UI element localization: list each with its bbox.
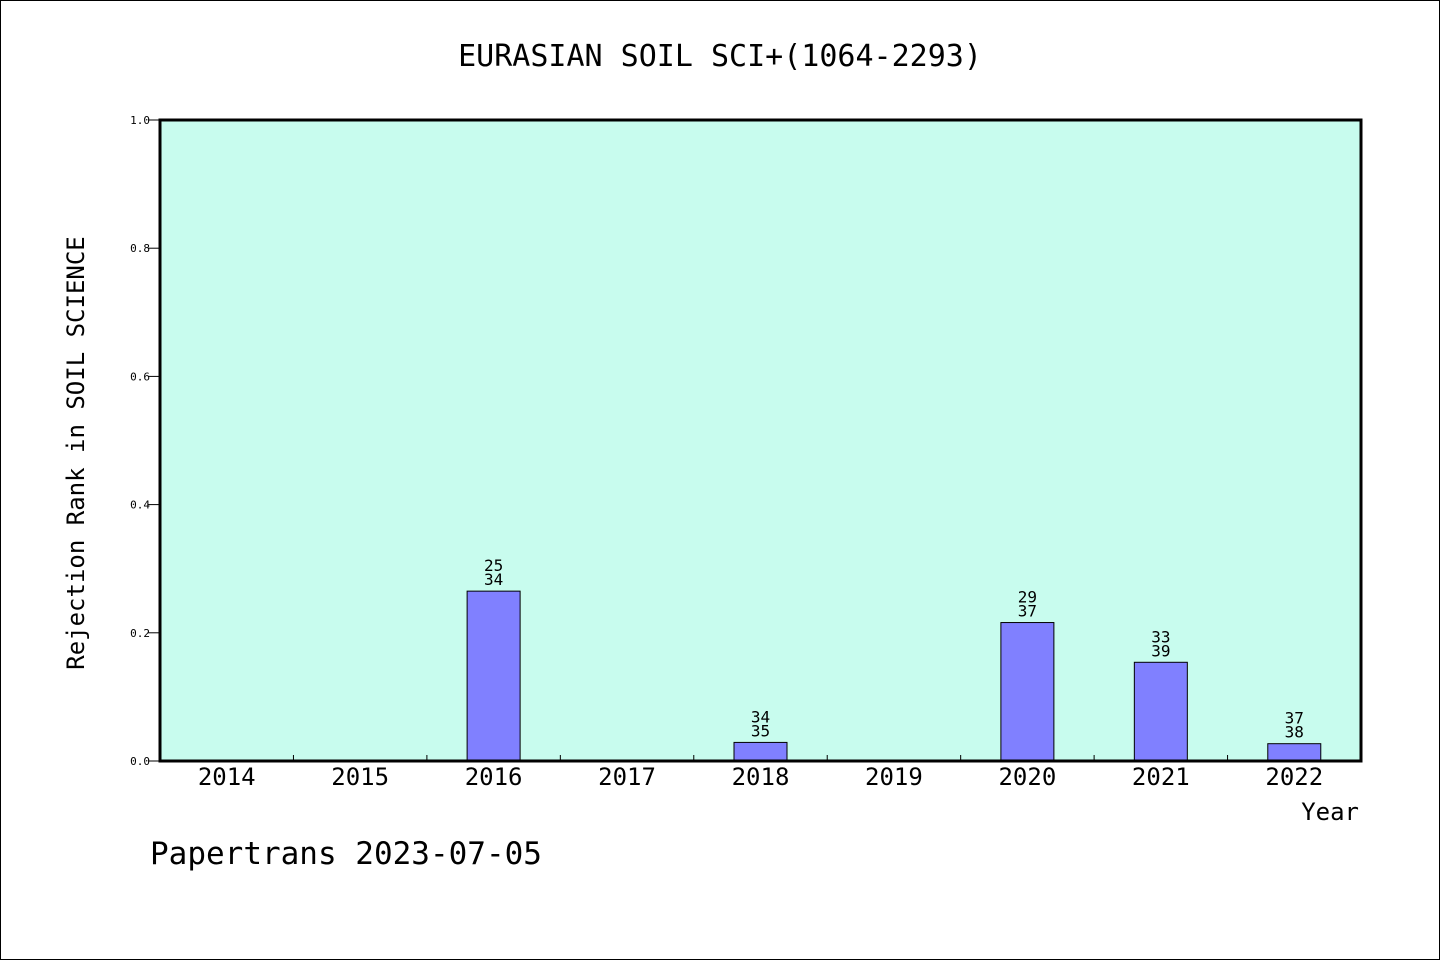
bar	[466, 590, 521, 762]
bar	[733, 741, 788, 762]
y-tick-label: 0.0	[130, 755, 150, 768]
y-tick-label: 0.6	[130, 370, 150, 383]
bar-label: 37	[1018, 602, 1037, 621]
x-tick-label: 2020	[998, 763, 1056, 791]
x-tick-label: 2017	[598, 763, 656, 791]
x-axis: 2014 2015 2016 2017 2018 2019 2020 2021 2022	[198, 755, 1323, 791]
y-tick-label: 0.4	[130, 499, 150, 512]
y-axis-label: Rejection Rank in SOIL SCIENCE	[62, 236, 90, 669]
bar-label: 39	[1151, 641, 1170, 660]
x-tick-label: 2018	[732, 763, 790, 791]
bar-label: 25	[484, 556, 503, 575]
bar	[1000, 622, 1055, 762]
x-axis-label: Year	[1301, 798, 1359, 826]
footer-text: Papertrans 2023-07-05	[150, 836, 542, 872]
plot-area	[160, 120, 1361, 761]
bar-label: 37	[1285, 709, 1304, 728]
y-tick-label: 0.2	[130, 627, 150, 640]
plot-border	[158, 118, 1363, 763]
bar-label: 35	[751, 721, 770, 740]
bar-label: 34	[751, 707, 770, 726]
bar-label: 34	[484, 570, 503, 589]
x-tick-label: 2015	[331, 763, 389, 791]
bar-label: 38	[1285, 723, 1304, 742]
y-tick-label: 0.8	[130, 242, 150, 255]
chart-title: EURASIAN SOIL SCI+(1064-2293)	[458, 39, 982, 74]
x-tick-label: 2019	[865, 763, 923, 791]
x-tick-label: 2014	[198, 763, 256, 791]
x-tick-label: 2016	[465, 763, 523, 791]
y-tick-label: 1.0	[130, 114, 150, 127]
bar-label: 33	[1151, 627, 1170, 646]
x-tick-label: 2021	[1132, 763, 1190, 791]
y-axis: 0.0 0.2 0.4 0.6 0.8 1.0	[130, 114, 160, 768]
x-tick-label: 2022	[1265, 763, 1323, 791]
bar-label: 29	[1018, 588, 1037, 607]
bar	[1267, 743, 1322, 762]
bar	[1133, 661, 1188, 762]
